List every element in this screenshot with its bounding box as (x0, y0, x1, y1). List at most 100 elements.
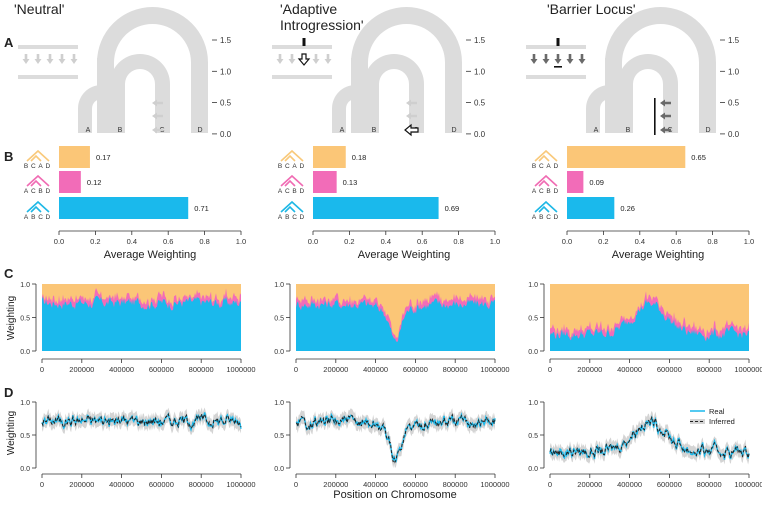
scenario-title: Introgression' (280, 17, 364, 33)
bar-x-axis-label: Average Weighting (612, 249, 705, 261)
d-x-tick-label: 0 (294, 480, 298, 489)
bar-BCAD (567, 146, 686, 168)
d-y-tick-label: 1.0 (274, 400, 284, 407)
gene-flow-arrow (660, 126, 671, 134)
taxon-label-B: B (118, 127, 123, 134)
topology-leaf-label: D (300, 214, 305, 221)
d-x-tick-label: 800000 (443, 480, 468, 489)
bar-value-label: 0.65 (691, 153, 706, 162)
topology-glyph-inner (284, 205, 296, 213)
genome-line-top (526, 45, 586, 49)
d-y-tick-label: 0.0 (528, 466, 538, 473)
panel-c-barrier: 0.0 0.5 1.0 0 200000 400000 600000 800000 100000… (528, 282, 762, 374)
taxon-label-A: A (340, 127, 345, 134)
area-topology-abcd (296, 298, 495, 351)
topology-leaf-label: C (539, 188, 544, 195)
gene-flow-arrow (152, 99, 163, 107)
topology-glyph (26, 149, 50, 162)
bar-ACBD (59, 171, 81, 193)
panel-d-adaptive: 0.0 0.5 1.0 0 200000 400000 600000 800000 100000… (274, 400, 509, 501)
locus-arrow-down (58, 54, 66, 64)
c-y-tick-label: 0.5 (528, 316, 538, 323)
panel-b-bars-2: B C A D0.65A C B D0.09A B C D0.260.0 0.2 0.4 0.6 0.8 1… (532, 146, 754, 261)
topology-glyph (534, 200, 558, 213)
d-y-tick-label: 0.5 (20, 433, 30, 440)
d-x-tick-label: 600000 (403, 480, 428, 489)
locus-arrow-down (554, 54, 562, 64)
topology-leaf-label: D (46, 214, 51, 221)
d-y-tick-label: 1.0 (528, 400, 538, 407)
gene-flow-arrow (660, 99, 671, 107)
bar-x-tick-label: 0.8 (707, 237, 717, 246)
c-x-tick-label: 1000000 (734, 365, 762, 374)
topology-leaf-label: A (24, 188, 29, 195)
locus-arrow-down (46, 54, 54, 64)
topology-leaf-label: C (31, 163, 36, 170)
topology-leaf-label: D (300, 188, 305, 195)
bar-value-label: 0.18 (352, 153, 367, 162)
bar-x-tick-label: 0.0 (308, 237, 318, 246)
d-y-tick-label: 0.5 (528, 433, 538, 440)
c-y-tick-label: 1.0 (528, 282, 538, 289)
bar-x-tick-label: 0.8 (199, 237, 209, 246)
bar-value-label: 0.69 (445, 204, 460, 213)
bar-value-label: 0.71 (194, 204, 209, 213)
bar-x-tick-label: 1.0 (490, 237, 500, 246)
gene-flow-arrow (152, 126, 163, 134)
time-tick-label: 1.5 (728, 36, 740, 45)
topology-glyph (280, 200, 304, 213)
c-x-tick-label: 200000 (577, 365, 602, 374)
bar-x-tick-label: 0.0 (562, 237, 572, 246)
d-x-tick-label: 600000 (657, 480, 682, 489)
topology-leaf-label: B (24, 163, 28, 170)
legend-inferred-label: Inferred (709, 417, 735, 426)
d-x-tick-label: 400000 (363, 480, 388, 489)
bar-x-tick-label: 0.6 (417, 237, 427, 246)
d-x-tick-label: 0 (40, 480, 44, 489)
topology-leaf-label: B (278, 163, 282, 170)
scenario-title: 'Neutral' (14, 1, 64, 17)
genome-line-top (272, 45, 332, 49)
tree-junction (351, 58, 368, 88)
area-topology-abcd (42, 295, 241, 351)
panel-d-barrier: 0.0 0.5 1.0 0 200000 400000 600000 800000 100000… (528, 400, 762, 489)
topology-leaf-label: D (46, 188, 51, 195)
time-tick-label: 1.0 (728, 67, 740, 76)
topology-leaf-label: C (38, 214, 43, 221)
c-x-tick-label: 0 (294, 365, 298, 374)
c-y-tick-label: 0.0 (274, 349, 284, 356)
topology-glyph-inner (30, 154, 42, 162)
taxon-label-B: B (372, 127, 377, 134)
bar-value-label: 0.13 (343, 178, 358, 187)
c-y-tick-label: 1.0 (20, 282, 30, 289)
c-x-tick-label: 800000 (443, 365, 468, 374)
d-x-tick-label: 800000 (697, 480, 722, 489)
bar-x-tick-label: 0.2 (598, 237, 608, 246)
gene-flow-arrow (406, 99, 417, 107)
barrier-locus-marker (556, 38, 560, 46)
panel-letter-A: A (4, 35, 14, 50)
topology-glyph (534, 149, 558, 162)
taxon-label-A: A (594, 127, 599, 134)
panel-a-neutral: ABCD1.51.00.50.0'Neutral' (14, 0, 232, 139)
topology-leaf-label: D (46, 163, 51, 170)
topology-leaf-label: C (292, 214, 297, 221)
c-x-tick-label: 1000000 (226, 365, 255, 374)
time-tick-label: 0.0 (474, 130, 486, 139)
area-topology-abcd (550, 299, 749, 351)
topology-leaf-label: D (554, 188, 559, 195)
topology-leaf-label: B (285, 214, 289, 221)
locus-arrow-down (297, 53, 311, 66)
topology-leaf-label: A (24, 214, 29, 221)
topology-leaf-label: B (539, 214, 543, 221)
bar-x-tick-label: 0.2 (90, 237, 100, 246)
gene-flow-arrow (404, 123, 419, 137)
topology-leaf-label: A (546, 163, 551, 170)
bar-x-axis-label: Average Weighting (358, 249, 451, 261)
locus-arrow-down (578, 54, 586, 64)
topology-leaf-label: B (546, 188, 550, 195)
bar-value-label: 0.17 (96, 153, 111, 162)
bar-x-tick-label: 0.6 (671, 237, 681, 246)
locus-arrow-down (566, 54, 574, 64)
